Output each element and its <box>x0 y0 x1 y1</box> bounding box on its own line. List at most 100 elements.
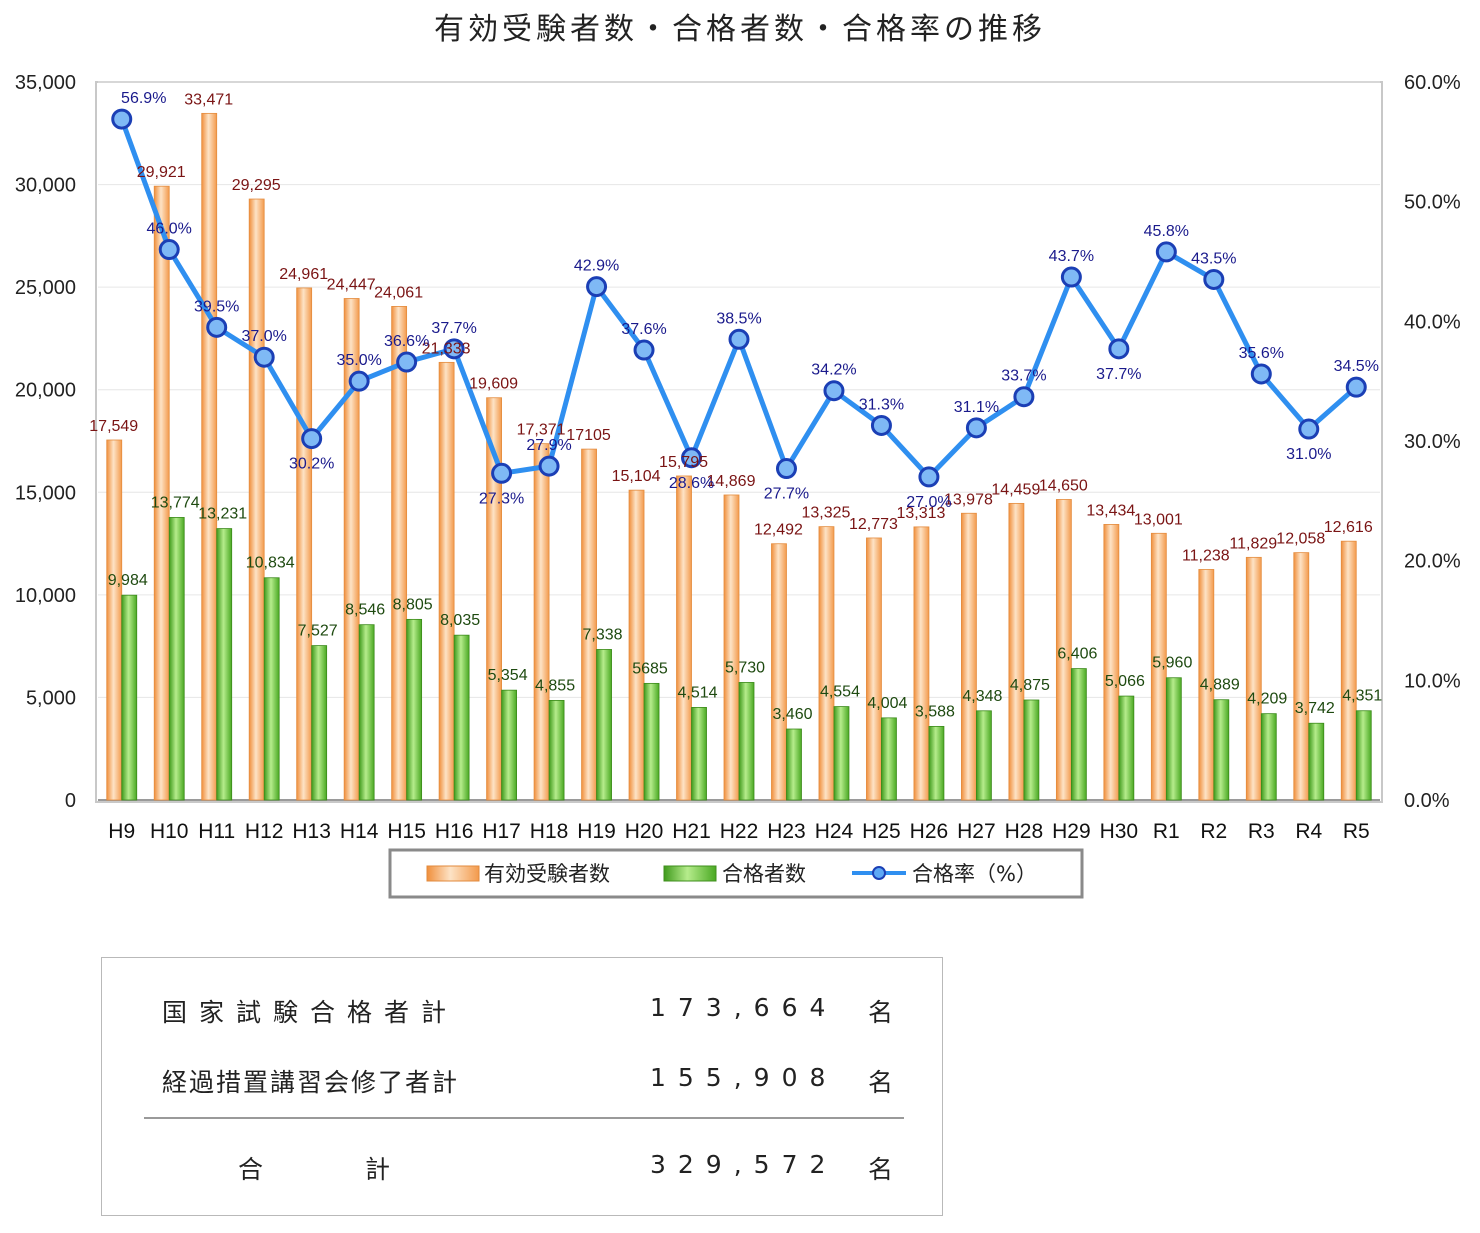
bar-passers <box>786 728 802 801</box>
bar-passers <box>311 645 328 801</box>
rate-point <box>728 328 750 350</box>
rate-point <box>111 108 133 130</box>
x-tick-label: H18 <box>530 820 569 843</box>
data-label-passers: 8,035 <box>440 612 480 629</box>
y-left-tick-label: 5,000 <box>26 687 76 709</box>
summary-course-label: 経過措置講習会修了者計 <box>162 1068 460 1097</box>
bar-passers <box>976 710 992 801</box>
data-label-rate: 37.0% <box>241 328 286 345</box>
bar-passers <box>358 624 375 801</box>
data-label-rate: 46.0% <box>147 221 192 238</box>
data-label-passers: 4,351 <box>1342 688 1382 705</box>
rate-point <box>206 316 228 338</box>
x-tick-label: H9 <box>108 820 135 843</box>
data-label-applicants: 13,978 <box>944 491 993 508</box>
data-label-rate: 27.0% <box>906 494 951 511</box>
bar-passers <box>501 689 517 801</box>
bar-passers <box>1355 710 1372 801</box>
x-tick-label: R4 <box>1295 820 1322 843</box>
rate-point <box>1203 268 1225 290</box>
data-label-rate: 45.8% <box>1144 223 1189 240</box>
bar-applicants <box>913 526 930 801</box>
bar-passers <box>643 682 660 801</box>
bar-applicants <box>201 112 218 801</box>
y-right-tick-label: 0.0% <box>1404 790 1450 812</box>
data-label-applicants: 24,447 <box>327 276 376 293</box>
rate-point <box>538 455 560 477</box>
summary-row-course: 経過措置講習会修了者計 155,908 名 <box>162 1063 922 1103</box>
x-tick-label: H19 <box>577 820 616 843</box>
data-label-applicants: 17,371 <box>517 422 566 439</box>
legend-label-passers: 合格者数 <box>722 862 806 886</box>
bar-applicants <box>343 298 360 801</box>
rate-point <box>1155 241 1177 263</box>
data-label-applicants: 11,829 <box>1229 535 1277 552</box>
data-label-passers: 5,354 <box>488 667 528 684</box>
data-label-rate: 38.5% <box>716 310 761 327</box>
data-label-passers: 5,960 <box>1152 655 1192 672</box>
x-tick-label: H16 <box>435 820 474 843</box>
bar-applicants <box>1340 540 1357 801</box>
x-tick-label: H27 <box>957 820 996 843</box>
rate-point <box>1250 363 1272 385</box>
data-label-applicants: 14,869 <box>707 473 756 490</box>
x-tick-label: H11 <box>198 820 235 843</box>
bar-applicants <box>581 448 597 801</box>
bar-passers <box>263 577 280 801</box>
bar-passers <box>406 618 423 801</box>
data-label-rate: 43.7% <box>1049 248 1094 265</box>
bar-passers <box>1118 695 1135 801</box>
rate-point <box>633 339 655 361</box>
data-label-rate: 43.5% <box>1191 250 1236 267</box>
bar-passers <box>596 649 612 801</box>
legend-swatch-rate-marker <box>872 866 886 880</box>
bar-passers <box>928 725 945 801</box>
bar-applicants <box>628 489 645 801</box>
legend-swatch-passers <box>663 865 717 882</box>
legend-label-rate: 合格率（%） <box>912 862 1037 886</box>
data-label-passers: 8,805 <box>393 596 433 613</box>
bar-passers <box>1213 699 1230 801</box>
x-tick-label: H21 <box>672 820 711 843</box>
data-label-rate: 27.7% <box>764 486 809 503</box>
summary-exam-unit: 名 <box>868 998 894 1027</box>
data-label-passers: 5,066 <box>1105 673 1145 690</box>
data-label-rate: 39.5% <box>194 298 239 315</box>
data-label-rate: 34.5% <box>1334 358 1379 375</box>
data-label-rate: 34.2% <box>811 362 856 379</box>
data-label-applicants: 33,471 <box>184 91 233 108</box>
rate-point <box>1013 386 1035 408</box>
x-tick-label: H25 <box>862 820 901 843</box>
data-label-rate: 27.3% <box>479 490 524 507</box>
rate-point <box>965 417 987 439</box>
data-label-passers: 3,588 <box>915 703 955 720</box>
data-label-passers: 3,742 <box>1295 700 1335 717</box>
data-label-rate: 28.6% <box>669 475 714 492</box>
bar-applicants <box>1103 524 1120 801</box>
y-right-tick-label: 60.0% <box>1404 72 1461 94</box>
rate-point <box>870 414 892 436</box>
bar-applicants <box>866 537 882 801</box>
data-label-passers: 4,348 <box>962 688 1002 705</box>
x-tick-label: R5 <box>1343 820 1370 843</box>
bar-passers <box>833 706 850 801</box>
data-label-passers: 8,546 <box>345 602 385 619</box>
x-tick-label: H12 <box>245 820 284 843</box>
data-label-applicants: 24,961 <box>279 266 328 283</box>
data-label-passers: 13,231 <box>198 506 247 523</box>
bar-passers <box>121 594 138 801</box>
rate-point <box>301 428 323 450</box>
bar-applicants <box>1055 499 1072 801</box>
x-tick-label: H28 <box>1005 820 1044 843</box>
summary-exam-value: 173,664 <box>650 993 838 1022</box>
summary-exam-label: 国家試験合格者計 <box>162 998 459 1027</box>
bar-passers <box>691 706 707 801</box>
y-right-tick-label: 50.0% <box>1404 192 1461 214</box>
bar-passers <box>1308 722 1325 801</box>
data-label-passers: 13,774 <box>151 494 200 511</box>
data-label-applicants: 12,492 <box>754 522 803 539</box>
bar-applicants <box>676 475 692 801</box>
bar-applicants <box>818 526 835 801</box>
legend-swatch-applicants <box>426 865 480 882</box>
y-left-tick-label: 25,000 <box>15 277 76 299</box>
